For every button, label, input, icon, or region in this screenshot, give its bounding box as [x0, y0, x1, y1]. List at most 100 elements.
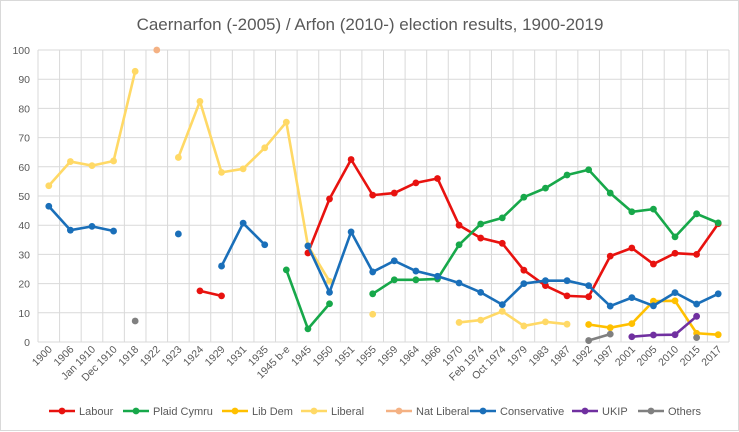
x-tick-label: 1987: [548, 344, 573, 369]
data-point: [693, 334, 701, 342]
data-point: [585, 321, 593, 328]
data-point: [282, 266, 290, 274]
data-point: [606, 252, 614, 260]
x-tick-label: 1922: [138, 344, 163, 369]
data-point: [520, 280, 528, 287]
data-point: [585, 166, 593, 174]
data-point: [563, 320, 571, 328]
data-point: [563, 277, 571, 285]
series-line: [306, 230, 720, 308]
data-point: [520, 322, 528, 330]
data-point: [239, 219, 247, 227]
data-point: [369, 191, 377, 199]
chart-title: Caernarfon (-2005) / Arfon (2010-) elect…: [137, 15, 604, 34]
data-point: [477, 288, 485, 296]
series-nat-liberal: [153, 46, 161, 54]
data-point: [218, 262, 225, 270]
data-point: [650, 302, 657, 310]
data-point: [434, 175, 441, 182]
data-point: [606, 189, 614, 197]
x-tick-label: 1951: [332, 344, 357, 369]
data-point: [585, 282, 593, 290]
x-tick-label: 2001: [613, 344, 638, 369]
data-point: [693, 210, 701, 218]
data-point: [369, 268, 377, 276]
series-layer: [45, 46, 722, 344]
data-point: [196, 287, 204, 295]
legend-label: Nat Liberal: [416, 406, 469, 418]
data-point: [671, 249, 679, 257]
data-point: [650, 260, 657, 268]
data-point: [498, 301, 506, 309]
x-tick-label: 1900: [30, 344, 55, 369]
data-point: [650, 297, 657, 305]
data-point: [390, 276, 398, 284]
x-tick-label: 1983: [527, 344, 552, 369]
series-line: [220, 221, 267, 268]
legend-marker: [479, 407, 487, 415]
data-point: [45, 202, 53, 210]
data-point: [326, 277, 333, 285]
series-line: [630, 315, 698, 339]
x-tick-label: 1964: [397, 344, 422, 369]
x-tick-label: 2005: [635, 344, 660, 369]
y-axis-ticks: 0 10 20 30 40 50 60 70 80 90 100: [12, 45, 30, 349]
legend-marker: [581, 407, 589, 415]
data-point: [153, 46, 161, 54]
data-point: [347, 156, 355, 163]
data-point: [390, 257, 398, 265]
series-line: [587, 332, 612, 342]
data-point: [477, 220, 485, 228]
y-tick-label: 50: [18, 191, 30, 203]
data-point: [628, 208, 636, 216]
gridlines: [37, 49, 730, 343]
series-others: [131, 317, 701, 344]
legend-label: Conservative: [500, 406, 564, 418]
data-point: [542, 282, 549, 290]
series-line: [306, 158, 720, 299]
data-point: [606, 324, 614, 332]
x-tick-label: 1979: [505, 344, 530, 369]
x-tick-label: 1923: [159, 344, 184, 369]
data-point: [304, 242, 312, 250]
series-labour: [196, 156, 722, 301]
x-tick-label: 1992: [570, 344, 595, 369]
y-tick-label: 60: [18, 162, 30, 174]
data-point: [455, 319, 463, 326]
data-point: [239, 165, 247, 173]
y-tick-label: 40: [18, 220, 30, 232]
x-tick-label: 1931: [224, 344, 249, 369]
data-point: [477, 234, 485, 242]
data-point: [434, 272, 441, 280]
legend-marker: [647, 407, 655, 415]
legend-label: Liberal: [331, 406, 364, 418]
data-point: [390, 189, 398, 197]
data-point: [671, 331, 679, 339]
data-point: [455, 279, 463, 287]
series-conservative: [45, 202, 722, 310]
data-point: [88, 222, 96, 230]
data-point: [369, 290, 377, 298]
legend-item: Plaid Cymru: [123, 406, 213, 418]
data-point: [628, 244, 636, 252]
data-point: [110, 157, 117, 165]
x-tick-label: 1929: [203, 344, 228, 369]
legend-marker: [231, 407, 239, 415]
data-point: [542, 184, 549, 192]
x-tick-label: 1924: [181, 344, 206, 369]
data-point: [282, 118, 290, 126]
data-point: [585, 337, 593, 344]
legend-item: Labour: [49, 406, 114, 418]
data-point: [693, 251, 701, 258]
data-point: [455, 221, 463, 229]
legend-item: Nat Liberal: [386, 406, 469, 418]
data-point: [671, 233, 679, 241]
data-point: [304, 325, 312, 333]
data-point: [693, 300, 701, 308]
series-line: [198, 289, 223, 298]
legend-marker: [310, 407, 318, 415]
legend-label: Labour: [79, 406, 114, 418]
legend-item: UKIP: [572, 406, 628, 418]
